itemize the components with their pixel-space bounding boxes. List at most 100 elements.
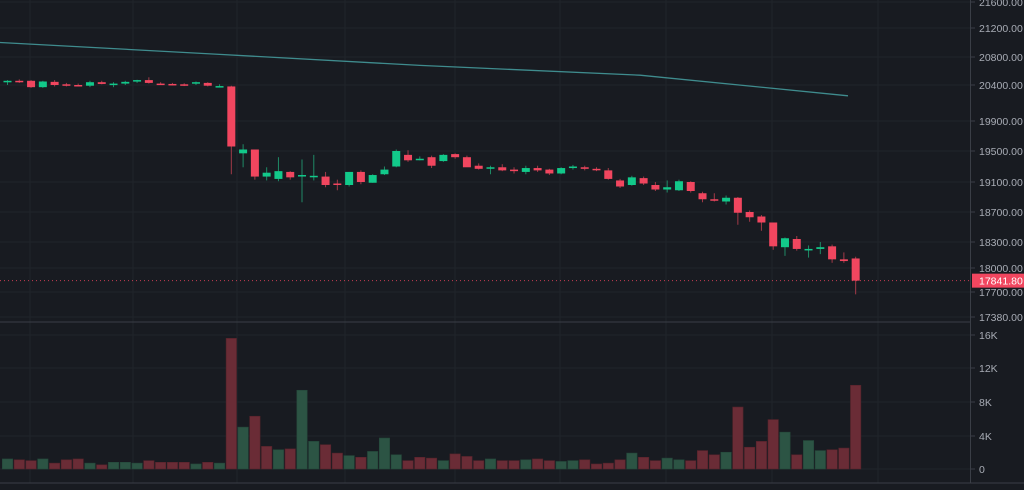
volume-bar [320,444,332,470]
volume-bar [108,461,120,470]
volume-bar [225,338,237,470]
price-tick-label: 18700.00 [979,207,1023,219]
volume-bar [331,452,343,470]
candle [109,82,118,88]
volume-tick-label: 0 [979,464,985,476]
volume-bar [49,462,61,470]
volume-bar [284,448,296,470]
candle [580,165,589,171]
volume-bar [237,426,249,470]
volume-bar [131,462,143,470]
volume-bar [426,457,438,470]
volume-bar [850,384,862,470]
volume-bar [567,460,579,470]
candle [451,153,460,159]
volume-bar [744,446,756,470]
volume-bar [638,456,650,470]
candle [545,168,554,176]
candle [345,171,354,187]
candle [698,191,707,203]
candle [180,83,189,87]
volume-bar [367,451,379,470]
price-tick-label: 20800.00 [979,52,1023,64]
volume-bar [449,453,461,470]
candle [780,237,789,256]
volume-bar [96,464,108,470]
candle [191,81,200,85]
candle [498,164,507,172]
volume-bar [60,459,72,470]
candle [816,242,825,255]
svg-text:17841.80: 17841.80 [979,276,1023,288]
volume-bar [755,441,767,470]
candle [392,149,401,168]
candles [3,77,860,295]
price-tick-label: 18000.00 [979,263,1023,275]
candle [510,167,519,174]
volume-bar [296,389,308,470]
candle [627,175,636,186]
candle [757,215,766,231]
candle [474,163,483,170]
volume-bar [308,441,320,470]
candle [733,197,742,225]
candle [62,82,71,87]
candle [839,252,848,263]
price-tick-label: 19100.00 [979,177,1023,189]
candle [674,179,683,191]
volume-bar [767,419,779,470]
price-tick-label: 19900.00 [979,116,1023,128]
candle [262,167,271,181]
volume-bar [414,456,426,470]
candle [274,157,283,182]
volume-bar [649,460,661,470]
candle [27,80,36,88]
candle [710,193,719,202]
volume-bar [155,461,167,470]
volume-bar [143,460,155,470]
last-price-badge: 17841.80 [972,273,1024,288]
volume-bar [178,461,190,470]
price-tick-label: 17700.00 [979,287,1023,299]
candle [639,176,648,185]
volume-bar [590,463,602,470]
price-tick-label: 19500.00 [979,146,1023,158]
volume-bar [261,446,273,470]
volume-bar [249,415,261,470]
volume-bar [496,460,508,470]
volume-bar [732,406,744,470]
candle [309,154,318,181]
volume-bar [685,460,697,470]
volume-bar [720,451,732,470]
moving-average-line [0,41,849,97]
candle [557,167,566,175]
candle [50,80,59,87]
volume-axis[interactable]: 16K 12K 8K 4K 0 [970,330,998,476]
candle [592,167,601,172]
volume-bar [708,454,720,470]
volume-bar [390,454,402,470]
candle [298,159,306,203]
volume-bar [72,458,84,470]
volume-tick-label: 8K [979,397,992,409]
volume-bar [119,461,131,470]
candle [604,168,613,180]
volume-bar [13,459,25,470]
volume-bar [602,462,614,470]
candle [616,178,625,188]
price-tick-label: 17380.00 [979,312,1023,324]
volume-bar [272,449,284,470]
volume-bar [543,460,555,470]
volume-tick-label: 16K [979,330,998,342]
candle [144,77,153,84]
candle [427,155,436,169]
price-axis[interactable]: 21600.00 21200.00 20800.00 20400.00 19900.00… [970,0,1024,483]
volume-tick-label: 4K [979,431,992,443]
candle [15,79,24,83]
candle [745,210,754,222]
candle [769,222,778,250]
volume-bar [202,461,214,470]
volume-bar [37,458,49,470]
